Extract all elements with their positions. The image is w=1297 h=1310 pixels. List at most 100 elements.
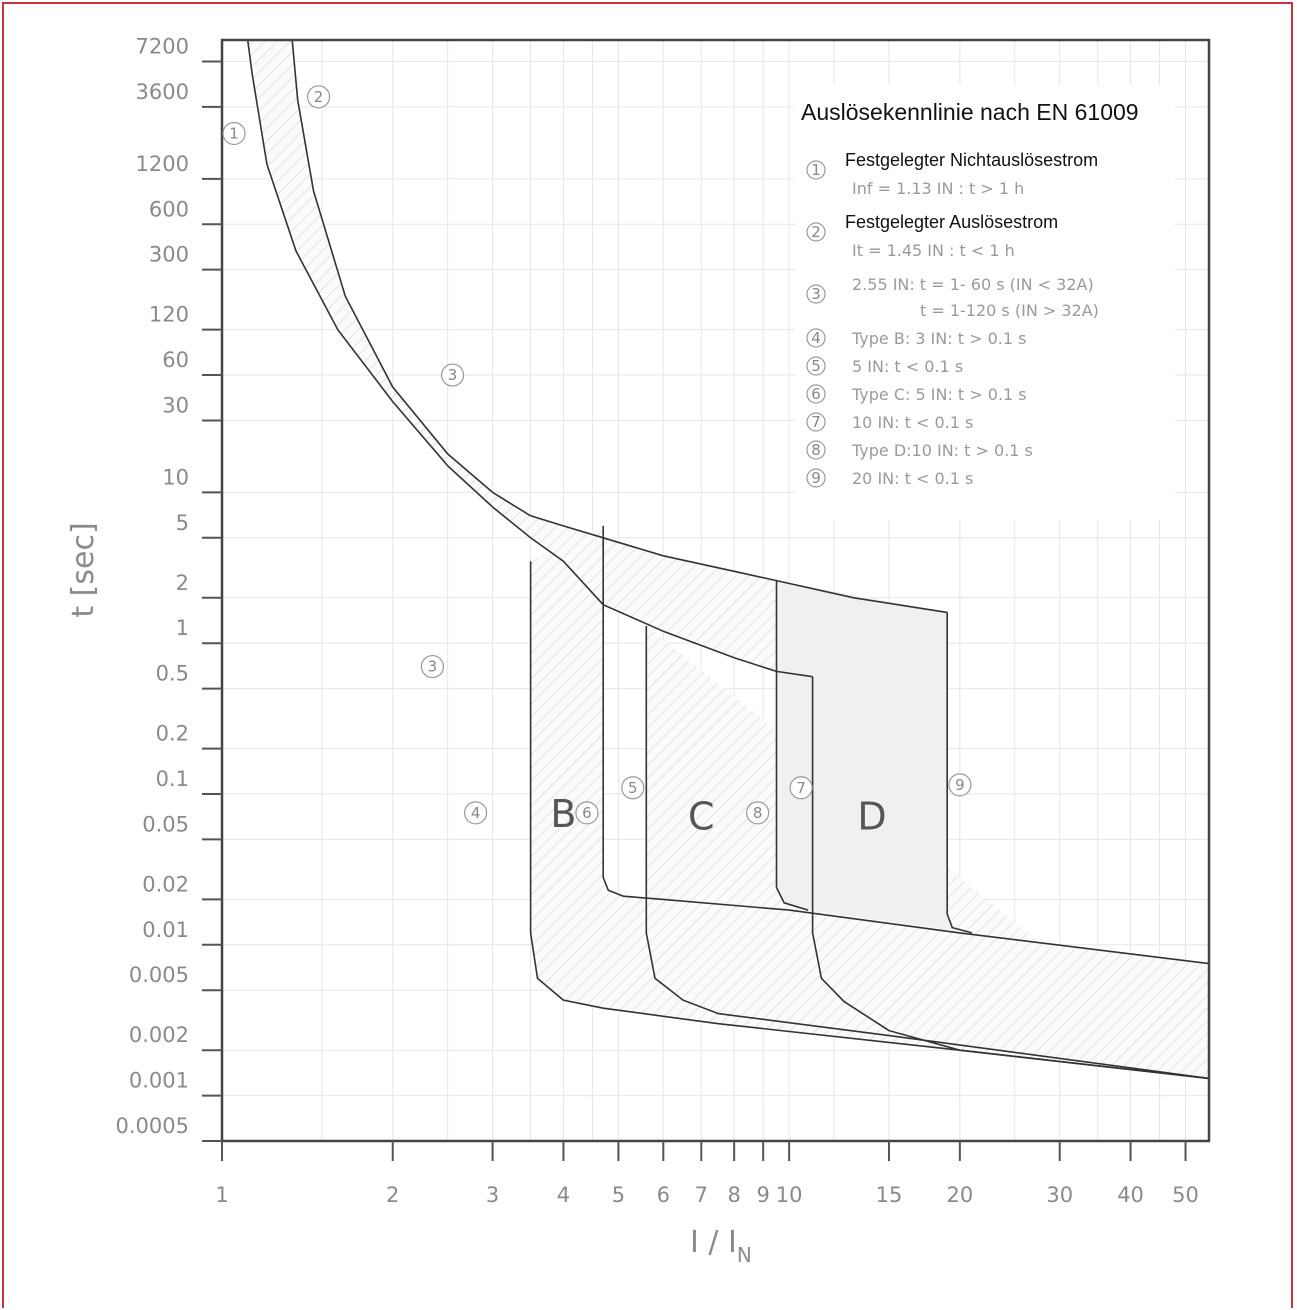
region-labels: B C D (550, 792, 886, 839)
marker-number: 9 (955, 776, 965, 794)
legend-line: Type B: 3 IN: t > 0.1 s (851, 329, 1026, 348)
plot-border (220, 38, 1211, 1143)
x-tick-label: 3 (486, 1183, 499, 1207)
x-tick-label: 30 (1046, 1183, 1073, 1207)
region-label: D (857, 795, 886, 839)
legend-number-circle (806, 222, 826, 242)
y-tick-label: 0.1 (156, 767, 189, 791)
marker-number: 1 (229, 124, 239, 142)
marker-circle (306, 85, 331, 109)
legend-line: t = 1-120 s (IN > 32A) (920, 301, 1099, 320)
x-tick-label: 15 (876, 1183, 903, 1207)
axes: 7200 3600 1200 600 300 120 60 30 10 5 2 1 0.5 0.2 0.1 0… (116, 35, 1211, 1207)
x-axis-title-main: I / I (690, 1225, 737, 1260)
marker-number: 7 (796, 779, 806, 797)
y-tick-label: 60 (162, 348, 189, 372)
trip-curve-3 (529, 561, 1209, 1080)
y-tick-label: 0.5 (156, 662, 189, 686)
marker-circle (746, 801, 770, 825)
legend: Auslösekennlinie nach EN 61009 1 Festgele… (795, 85, 1175, 520)
marker-circle (575, 801, 599, 825)
y-tick-label: 2 (176, 571, 189, 595)
marker-circle (420, 654, 445, 679)
marker-number: 6 (582, 804, 592, 822)
y-tick-label: 0.005 (129, 963, 189, 987)
legend-heading: Festgelegter Nichtauslösestrom (845, 150, 1098, 170)
region-label: C (688, 795, 715, 839)
legend-background (795, 85, 1175, 520)
y-tick-label: 0.01 (142, 918, 189, 942)
y-tick-label: 3600 (136, 80, 189, 104)
y-tick-label: 5 (176, 511, 189, 535)
legend-number: 9 (811, 469, 821, 487)
x-tick-label: 8 (727, 1183, 740, 1207)
x-tick-label: 5 (612, 1183, 625, 1207)
y-tick-label: 0.0005 (116, 1114, 189, 1138)
y-tick-label: 30 (162, 393, 189, 417)
marker-circle (621, 776, 645, 800)
legend-number-circle (806, 284, 826, 304)
y-tick-label: 1 (176, 616, 189, 640)
legend-number-circle (806, 412, 826, 432)
trip-curves (246, 40, 1209, 1080)
y-tick-label: 7200 (136, 35, 189, 59)
trip-curve-8 (946, 612, 973, 934)
legend-number-circle (806, 356, 826, 376)
y-tick-label: 0.002 (129, 1023, 189, 1047)
legend-line: Inf = 1.13 IN : t > 1 h (852, 179, 1024, 198)
trip-curve-5 (645, 626, 1209, 1080)
legend-number: 7 (811, 413, 821, 431)
y-tick-label: 10 (162, 465, 189, 489)
y-tick-label: 0.2 (156, 722, 189, 746)
y-tick-label: 0.001 (129, 1069, 189, 1093)
marker-circle (789, 776, 813, 800)
x-axis-title: I / IN (690, 1225, 752, 1267)
legend-line: 2.55 IN: t = 1- 60 s (IN < 32A) (852, 275, 1094, 294)
marker-number: 8 (753, 804, 763, 822)
y-axis-title: t [sec] (66, 522, 101, 617)
marker-number: 4 (471, 804, 481, 822)
legend-number: 8 (811, 441, 821, 459)
y-tick-label: 0.05 (142, 812, 189, 836)
marker-number: 3 (448, 366, 458, 384)
type-d-band (776, 580, 972, 933)
x-tick-label: 9 (756, 1183, 769, 1207)
trip-curve-2 (291, 40, 948, 614)
y-tick-label: 600 (149, 197, 189, 221)
y-tick-label: 1200 (136, 152, 189, 176)
legend-number: 1 (811, 161, 821, 179)
trip-curve-1 (246, 40, 813, 678)
x-tick-label: 6 (657, 1183, 670, 1207)
legend-line: 20 IN: t < 0.1 s (852, 469, 973, 488)
legend-number-circle (806, 384, 826, 404)
legend-number: 6 (811, 385, 821, 403)
axis-titles: t [sec] I / IN (66, 522, 752, 1267)
marker-number: 3 (428, 658, 438, 676)
legend-number-circle (806, 468, 826, 488)
y-tick-label: 0.02 (142, 872, 189, 896)
marker-circle (440, 363, 465, 387)
legend-line: It = 1.45 IN : t < 1 h (852, 241, 1015, 260)
legend-line: Type C: 5 IN: t > 0.1 s (851, 385, 1027, 404)
legend-line: 5 IN: t < 0.1 s (852, 357, 963, 376)
y-tick-label: 120 (149, 303, 189, 327)
x-tick-label: 2 (386, 1183, 399, 1207)
trip-curve-7 (811, 676, 1209, 1080)
legend-number: 5 (811, 357, 821, 375)
legend-number: 2 (811, 223, 821, 241)
legend-number: 4 (811, 329, 821, 347)
legend-title: Auslösekennlinie nach EN 61009 (801, 99, 1139, 125)
legend-number: 3 (811, 285, 821, 303)
legend-line: 10 IN: t < 0.1 s (852, 413, 973, 432)
trip-curve-4 (602, 525, 1209, 965)
legend-heading: Festgelegter Auslösestrom (845, 212, 1058, 232)
x-tick-label: 50 (1172, 1183, 1199, 1207)
curve-markers: 1 2 3 3 4 5 6 7 8 9 (222, 85, 972, 825)
type-c-band (646, 626, 1209, 1079)
legend-number-circle (806, 160, 826, 180)
x-tick-label: 40 (1117, 1183, 1144, 1207)
x-tick-label: 7 (695, 1183, 708, 1207)
y-tick-label: 300 (149, 243, 189, 267)
